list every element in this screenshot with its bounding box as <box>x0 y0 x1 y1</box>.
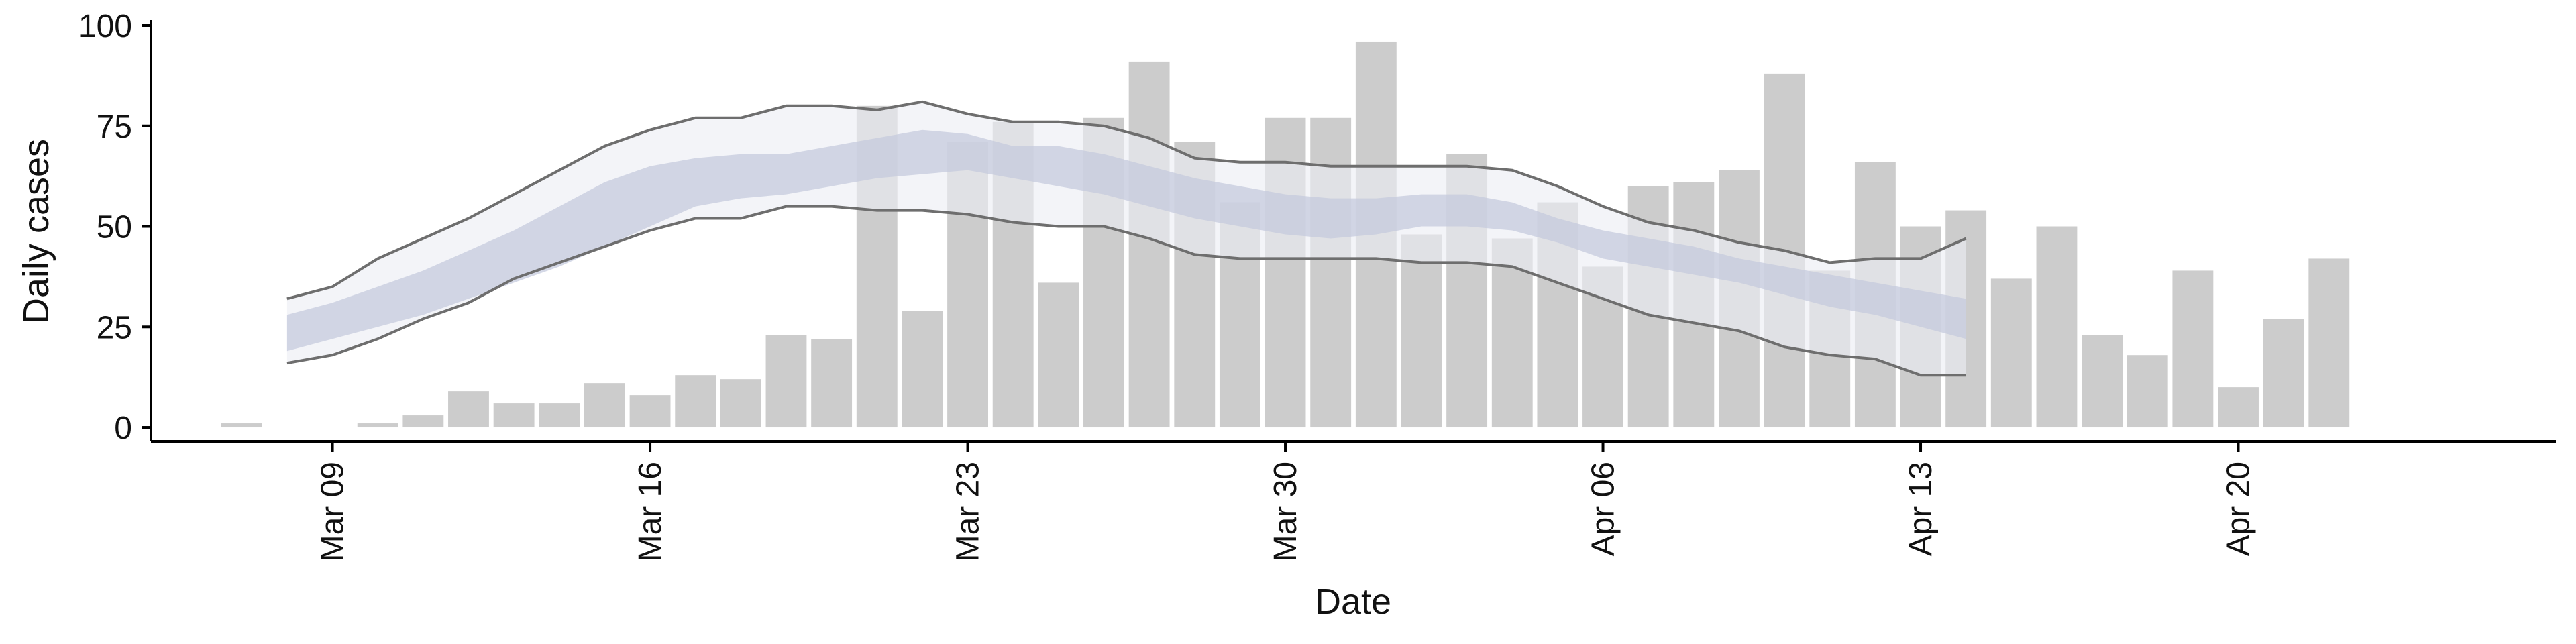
bar-2020-03-19 <box>765 335 807 428</box>
bar-2020-03-18 <box>720 379 761 428</box>
bar-2020-04-21 <box>2263 319 2304 428</box>
bar-2020-04-19 <box>2172 270 2214 428</box>
bar-2020-03-22 <box>902 311 943 428</box>
bar-2020-03-13 <box>493 403 535 428</box>
bar-2020-04-17 <box>2082 335 2123 428</box>
bar-2020-03-11 <box>402 415 444 428</box>
upper-band-line <box>286 100 1967 301</box>
axes <box>150 20 2556 443</box>
bar-2020-03-15 <box>584 383 625 428</box>
bar-2020-04-15 <box>1990 278 2032 428</box>
y-tick-label-25: 25 <box>97 310 132 345</box>
x-tick-label-2020-03-16: Mar 16 <box>633 462 668 561</box>
y-tick-label-75: 75 <box>97 109 132 145</box>
y-tick-label-100: 100 <box>78 9 132 44</box>
x-axis-title: Date <box>1315 582 1391 622</box>
x-tick-label-2020-04-06: Apr 06 <box>1586 462 1621 556</box>
bar-2020-04-16 <box>2036 226 2078 428</box>
inner-interval-band <box>286 129 1966 352</box>
bar-2020-03-10 <box>357 423 398 428</box>
x-tick-label-2020-03-30: Mar 30 <box>1268 462 1303 561</box>
y-tick-label-0: 0 <box>114 411 132 446</box>
bar-2020-04-22 <box>2308 258 2350 428</box>
x-tick-label-2020-03-23: Mar 23 <box>951 462 986 561</box>
y-tick-label-50: 50 <box>97 210 132 246</box>
x-tick-label-2020-04-20: Apr 20 <box>2221 462 2257 556</box>
axis-ticks: 0 25 50 75 100 Mar 09 Mar 16 Mar 23 Mar 30 Apr 06… <box>78 9 2257 561</box>
x-tick-label-2020-03-09: Mar 09 <box>315 462 351 561</box>
bar-2020-03-20 <box>811 339 853 428</box>
bar-2020-03-07 <box>221 423 262 428</box>
bar-2020-03-14 <box>539 403 580 428</box>
bar-2020-03-16 <box>629 395 671 428</box>
bar-2020-03-12 <box>448 391 489 428</box>
x-tick-label-2020-04-13: Apr 13 <box>1903 462 1939 556</box>
fitted-band <box>286 100 1967 377</box>
bar-2020-03-17 <box>675 375 716 428</box>
bar-2020-04-18 <box>2127 355 2168 428</box>
bar-2020-04-02 <box>1401 234 1442 428</box>
bar-2020-04-20 <box>2218 387 2259 428</box>
bar-2020-03-25 <box>1038 282 1079 428</box>
lower-band-line <box>286 205 1966 377</box>
y-axis-title: Daily cases <box>16 139 56 324</box>
